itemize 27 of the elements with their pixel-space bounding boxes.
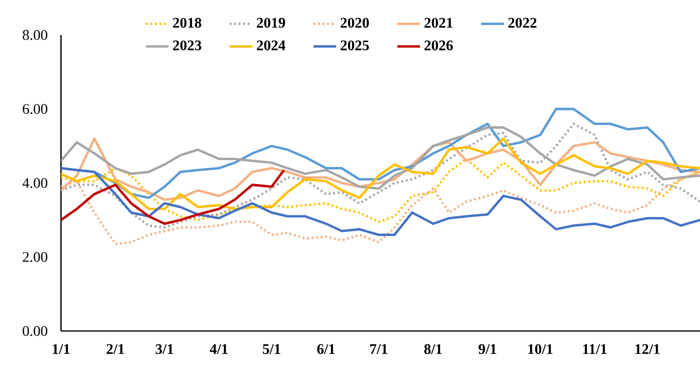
x-tick-label: 12/1 [635, 344, 660, 354]
legend-label: 2026 [424, 40, 453, 50]
x-tick-label: 10/1 [528, 344, 553, 354]
x-tick-label: 3/1 [156, 344, 174, 354]
x-tick-label: 11/1 [583, 344, 607, 354]
legend-label: 2018 [173, 18, 202, 28]
legend-label: 2024 [256, 40, 286, 50]
x-tick-label: 8/1 [424, 344, 442, 354]
x-tick-label: 4/1 [210, 344, 228, 354]
legend-label: 2025 [340, 40, 369, 50]
x-tick-label: 7/1 [370, 344, 388, 354]
y-tick-label: 8.00 [22, 30, 48, 40]
line-series [61, 168, 286, 225]
x-tick-label: 2/1 [106, 344, 124, 354]
y-tick-label: 2.00 [22, 252, 48, 262]
y-tick-label: 6.00 [22, 104, 48, 114]
x-tick-label: 5/1 [262, 344, 280, 354]
y-tick-label: 0.00 [22, 326, 48, 336]
legend-label: 2023 [173, 40, 202, 50]
legend-label: 2020 [340, 18, 369, 28]
x-tick-label: 9/1 [478, 344, 496, 354]
legend-label: 2021 [424, 18, 452, 28]
y-tick-label: 4.00 [22, 178, 48, 188]
legend-label: 2019 [256, 18, 286, 28]
legend-label: 2022 [508, 18, 536, 28]
x-tick-label: 1/1 [52, 344, 70, 354]
x-tick-label: 6/1 [317, 344, 335, 354]
